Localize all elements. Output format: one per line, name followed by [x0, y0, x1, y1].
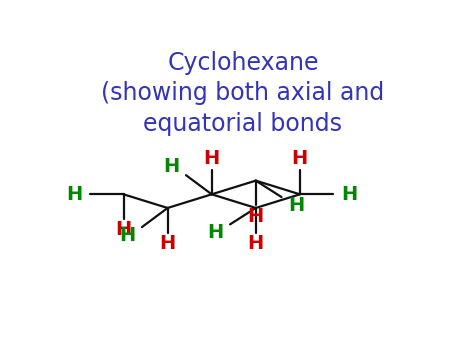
Text: H: H	[247, 207, 264, 226]
Text: H: H	[288, 196, 304, 215]
Text: H: H	[115, 220, 132, 239]
Text: H: H	[247, 234, 264, 253]
Text: Cyclohexane
(showing both axial and
equatorial bonds: Cyclohexane (showing both axial and equa…	[101, 51, 384, 136]
Text: H: H	[159, 234, 176, 253]
Text: H: H	[207, 223, 224, 242]
Text: H: H	[203, 149, 220, 168]
Text: H: H	[292, 149, 308, 168]
Text: H: H	[119, 226, 136, 245]
Text: H: H	[341, 185, 357, 204]
Text: H: H	[163, 158, 180, 176]
Text: H: H	[66, 185, 82, 204]
